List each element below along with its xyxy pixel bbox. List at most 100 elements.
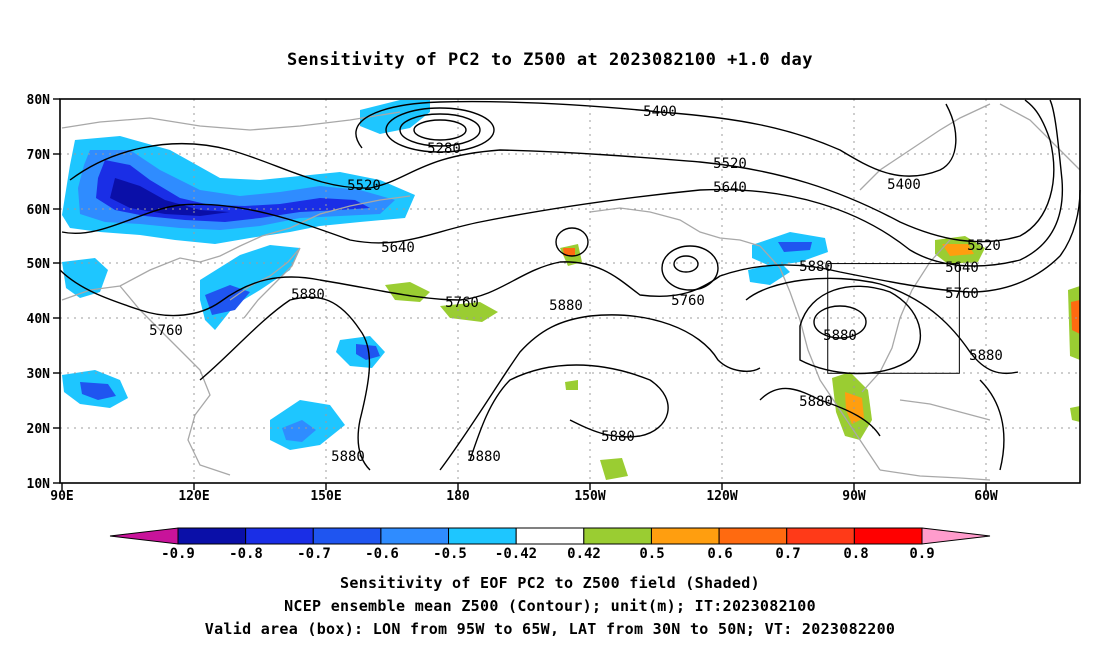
lon-tick-label: 180 xyxy=(446,489,470,504)
contour-label: 5880 xyxy=(799,259,833,275)
contour-label: 5880 xyxy=(331,449,365,465)
colorbar-labels: -0.9 -0.8 -0.7 -0.6 -0.5 -0.42 0.42 0.5 … xyxy=(161,546,935,562)
lat-tick-label: 80N xyxy=(27,93,51,108)
contour-label: 5880 xyxy=(549,298,583,314)
contour-label-layer: 5400 5280 5520 5640 5760 5880 5880 5760 … xyxy=(149,104,1003,465)
contour-label: 5280 xyxy=(427,141,461,157)
colorbar-swatch xyxy=(853,527,923,545)
lon-tick-label: 120W xyxy=(706,489,737,504)
shade-pos-dateline-core xyxy=(563,248,575,256)
contour-label: 5880 xyxy=(467,449,501,465)
colorbar-swatch xyxy=(515,527,585,545)
contour-label: 5400 xyxy=(643,104,677,120)
shade-indian-core xyxy=(80,382,116,400)
valid-area-box xyxy=(827,263,960,374)
contour-low-5280-ring1 xyxy=(413,119,467,141)
coast-asia-east xyxy=(61,195,411,301)
lat-tick-label: 70N xyxy=(27,148,51,163)
colorbar: -0.9 -0.8 -0.7 -0.6 -0.5 -0.42 0.42 0.5 … xyxy=(109,527,991,562)
plot-title: Sensitivity of PC2 to Z500 at 2023082100… xyxy=(286,50,813,70)
colorbar-high-end xyxy=(921,527,991,545)
colorbar-swatch xyxy=(177,527,247,545)
contour-label: 5640 xyxy=(381,240,415,256)
lon-tick-label: 90E xyxy=(50,489,73,504)
contour-low-5280-ring3 xyxy=(385,107,495,153)
shade-china xyxy=(62,258,108,298)
colorbar-label: 0.8 xyxy=(843,546,868,562)
contour-5880-main xyxy=(199,296,371,471)
colorbar-swatch xyxy=(245,527,314,545)
shade-pos-small-b xyxy=(1070,406,1080,422)
shade-siberia-deep xyxy=(110,178,230,216)
colorbar-label: -0.9 xyxy=(161,546,195,562)
shading-negative xyxy=(62,100,828,450)
contour-low-pac xyxy=(555,227,589,257)
contour-label: 5760 xyxy=(945,286,979,302)
coast-alaska xyxy=(589,207,761,247)
lat-tick-label: 60N xyxy=(27,203,51,218)
contour-label: 5880 xyxy=(799,394,833,410)
coast-china xyxy=(119,285,231,476)
colorbar-label: -0.5 xyxy=(433,546,467,562)
colorbar-swatch xyxy=(380,527,450,545)
contour-label: 5640 xyxy=(713,180,747,196)
contour-label: 5520 xyxy=(347,178,381,194)
colorbar-swatch xyxy=(786,527,855,545)
coast-caribbean xyxy=(899,399,991,421)
contour-5880-pac xyxy=(439,314,761,471)
contour-label: 5880 xyxy=(291,287,325,303)
footer-line-shaded: Sensitivity of EOF PC2 to Z500 field (Sh… xyxy=(340,574,760,592)
contour-label: 5760 xyxy=(149,323,183,339)
shade-alaska-gulf-core xyxy=(778,242,812,252)
colorbar-swatch xyxy=(448,527,517,545)
colorbar-swatch xyxy=(650,527,720,545)
contour-ring-hi-inner xyxy=(813,305,867,339)
plot-frame xyxy=(59,98,1081,484)
contour-label: 5760 xyxy=(671,293,705,309)
lon-tick-label: 150E xyxy=(310,489,341,504)
colorbar-label: -0.8 xyxy=(229,546,263,562)
shade-pos-northpac-b xyxy=(440,302,498,322)
footer-line-contour: NCEP ensemble mean Z500 (Contour); unit(… xyxy=(284,597,816,615)
z500-contours xyxy=(59,99,1081,471)
coast-greenland xyxy=(999,103,1081,171)
colorbar-label: 0.9 xyxy=(909,546,934,562)
axis-ticks xyxy=(53,98,987,490)
contour-5880-east xyxy=(745,277,1019,375)
shade-pacific-b-core xyxy=(282,420,316,442)
colorbar-swatch xyxy=(583,527,652,545)
contour-5520 xyxy=(69,99,1055,243)
lon-labels: 90E 120E 150E 180 150W 120W 90W 60W xyxy=(50,489,998,504)
contour-label: 5640 xyxy=(945,260,979,276)
lon-tick-label: 120E xyxy=(178,489,209,504)
shade-pos-newfoundland-core xyxy=(942,244,974,256)
shade-pos-small-a xyxy=(565,380,578,390)
colorbar-swatch xyxy=(312,527,382,545)
contour-low-bc xyxy=(673,255,699,273)
contour-label: 5880 xyxy=(601,429,635,445)
coast-central-am xyxy=(879,469,991,481)
contour-label: 5760 xyxy=(445,295,479,311)
contour-label: 5880 xyxy=(823,328,857,344)
colorbar-label: 0.7 xyxy=(775,546,800,562)
contour-label: 5520 xyxy=(967,238,1001,254)
shade-japan-core xyxy=(205,285,250,315)
contour-5760-north xyxy=(59,189,1081,317)
gridlines xyxy=(60,99,1080,483)
shade-pos-atlantic-core xyxy=(1071,300,1080,334)
colorbar-label: 0.6 xyxy=(707,546,732,562)
colorbar-label: -0.42 xyxy=(495,546,537,562)
colorbar-label: -0.6 xyxy=(365,546,399,562)
colorbar-swatches xyxy=(177,527,923,545)
contour-5880-low-right xyxy=(979,379,1005,471)
lon-tick-label: 90W xyxy=(842,489,866,504)
lat-labels: 80N 70N 60N 50N 40N 30N 20N 10N xyxy=(27,93,51,492)
contour-5640 xyxy=(61,99,1064,267)
colorbar-label: -0.7 xyxy=(297,546,331,562)
lat-tick-label: 10N xyxy=(27,477,51,492)
contour-5880-south xyxy=(469,364,669,461)
coastlines xyxy=(61,103,1081,481)
lon-tick-label: 150W xyxy=(574,489,605,504)
colorbar-label: 0.42 xyxy=(567,546,601,562)
